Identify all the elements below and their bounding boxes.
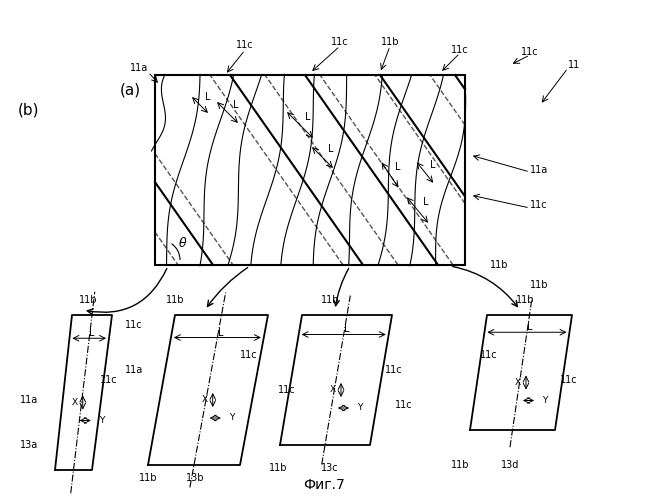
Text: 11c: 11c xyxy=(480,350,498,360)
Text: L: L xyxy=(422,197,428,207)
Text: Y: Y xyxy=(358,404,363,412)
Text: X: X xyxy=(330,386,336,394)
Text: $\theta$: $\theta$ xyxy=(178,236,188,250)
Text: 11b: 11b xyxy=(530,280,548,290)
Text: L: L xyxy=(430,160,435,170)
Text: 11c: 11c xyxy=(385,365,402,375)
Text: (b): (b) xyxy=(18,102,40,118)
Text: X: X xyxy=(515,378,521,387)
Text: X: X xyxy=(71,398,78,407)
Text: Y: Y xyxy=(543,396,548,405)
Text: 13a: 13a xyxy=(19,440,38,450)
Text: 13c: 13c xyxy=(321,463,339,473)
Text: L: L xyxy=(305,112,311,122)
Text: 11a: 11a xyxy=(130,63,148,73)
Text: L: L xyxy=(90,328,95,338)
Text: 11b: 11b xyxy=(139,473,157,483)
Text: X: X xyxy=(202,396,208,404)
Text: 11: 11 xyxy=(568,60,580,70)
Text: Y: Y xyxy=(229,414,234,422)
Text: 11c: 11c xyxy=(560,375,578,385)
Text: 11c: 11c xyxy=(125,320,143,330)
Text: 11b: 11b xyxy=(79,295,97,305)
Text: 13b: 13b xyxy=(186,473,204,483)
Text: 11c: 11c xyxy=(331,37,349,47)
Text: 11c: 11c xyxy=(100,375,117,385)
Text: 11b: 11b xyxy=(321,295,339,305)
Text: L: L xyxy=(328,144,333,154)
Text: 11c: 11c xyxy=(395,400,413,410)
Text: 11c: 11c xyxy=(530,200,548,210)
Text: 11b: 11b xyxy=(381,37,399,47)
Text: L: L xyxy=(233,100,238,110)
Text: L: L xyxy=(205,92,211,102)
Text: 11a: 11a xyxy=(19,395,38,405)
Text: Фиг.7: Фиг.7 xyxy=(303,478,345,492)
Text: Y: Y xyxy=(99,416,104,425)
Text: 11b: 11b xyxy=(490,260,509,270)
Text: 11c: 11c xyxy=(240,350,258,360)
Text: 11b: 11b xyxy=(165,295,184,305)
Text: 11c: 11c xyxy=(278,385,296,395)
Text: L: L xyxy=(344,324,349,334)
Text: 11c: 11c xyxy=(451,45,469,55)
Text: 11b: 11b xyxy=(516,295,534,305)
Text: L: L xyxy=(217,328,223,338)
Text: 11c: 11c xyxy=(521,47,539,57)
Text: 13d: 13d xyxy=(501,460,519,470)
Text: 11a: 11a xyxy=(125,365,143,375)
Text: L: L xyxy=(527,322,533,332)
Text: L: L xyxy=(395,162,400,172)
Text: 11c: 11c xyxy=(236,40,254,50)
Text: (a): (a) xyxy=(120,82,141,98)
Text: 11a: 11a xyxy=(530,165,548,175)
Text: 11b: 11b xyxy=(269,463,288,473)
Text: 11b: 11b xyxy=(451,460,469,470)
